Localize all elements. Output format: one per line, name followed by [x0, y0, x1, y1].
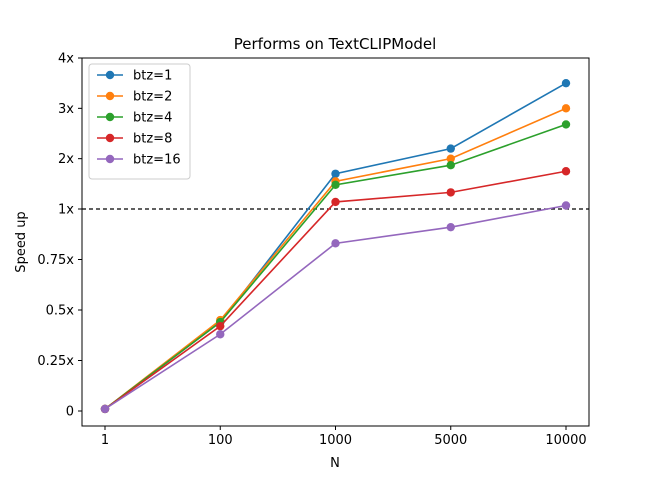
- x-axis-label: N: [330, 456, 340, 471]
- x-tick-label-5000: 5000: [434, 433, 467, 448]
- data-point-btz=1-1000: [331, 169, 340, 178]
- legend-label-btz=1: btz=1: [133, 69, 172, 84]
- legend-swatch-marker-btz=1: [105, 70, 115, 80]
- data-point-btz=4-10000: [561, 120, 571, 129]
- x-tick-label-100: 100: [208, 433, 233, 448]
- x-tick-label-1: 1: [101, 433, 109, 448]
- data-point-btz=4-1000: [331, 180, 340, 190]
- data-point-btz=4-5000: [446, 161, 455, 170]
- y-tick-label-3: 0.75x: [37, 253, 74, 268]
- legend-swatch-marker-btz=8: [105, 133, 115, 143]
- y-tick-label-1: 0.25x: [37, 354, 74, 369]
- x-tick-label-1000: 1000: [319, 433, 352, 448]
- plot-area: 1 100 1000 5000 10000 0 0.25x 0.5x 0.75x 1x 2x 3x 4x: [37, 52, 589, 448]
- legend-box: [88, 63, 191, 180]
- data-point-btz=16-100: [216, 330, 225, 339]
- data-point-btz=16-1: [100, 404, 110, 414]
- y-axis-label: Speed up: [14, 211, 29, 272]
- data-point-btz=1-5000: [446, 144, 455, 153]
- legend-swatch-marker-btz=4: [105, 112, 115, 122]
- legend-label-btz=8: btz=8: [133, 132, 172, 147]
- legend-label-btz=16: btz=16: [133, 153, 181, 168]
- y-tick-label-5: 2x: [58, 152, 74, 167]
- data-point-btz=16-5000: [446, 222, 455, 232]
- plot-frame: [81, 57, 590, 427]
- legend: btz=1 btz=2 btz=4 btz=8 btz=16: [88, 63, 191, 180]
- x-tick-label-10000: 10000: [545, 433, 586, 448]
- y-tick-label-6: 3x: [58, 102, 74, 117]
- data-point-btz=8-100: [216, 321, 225, 331]
- data-point-btz=1-10000: [561, 78, 571, 88]
- y-tick-label-4: 1x: [58, 203, 74, 218]
- y-tick-label-2: 0.5x: [46, 304, 75, 319]
- chart-title: Performs on TextCLIPModel: [234, 35, 437, 53]
- legend-label-btz=4: btz=4: [133, 111, 172, 126]
- data-point-btz=2-10000: [561, 104, 571, 113]
- legend-swatch-marker-btz=2: [105, 91, 115, 101]
- data-point-btz=16-10000: [561, 201, 571, 210]
- data-point-btz=8-10000: [561, 167, 571, 176]
- legend-swatch-marker-btz=16: [105, 154, 115, 164]
- data-point-btz=2-5000: [446, 154, 455, 163]
- y-tick-label-7: 4x: [58, 52, 74, 67]
- data-point-btz=8-1000: [331, 197, 340, 207]
- legend-label-btz=2: btz=2: [133, 90, 172, 105]
- y-tick-label-0: 0: [66, 405, 74, 420]
- data-point-btz=8-5000: [446, 188, 455, 197]
- data-point-btz=16-1000: [331, 239, 340, 248]
